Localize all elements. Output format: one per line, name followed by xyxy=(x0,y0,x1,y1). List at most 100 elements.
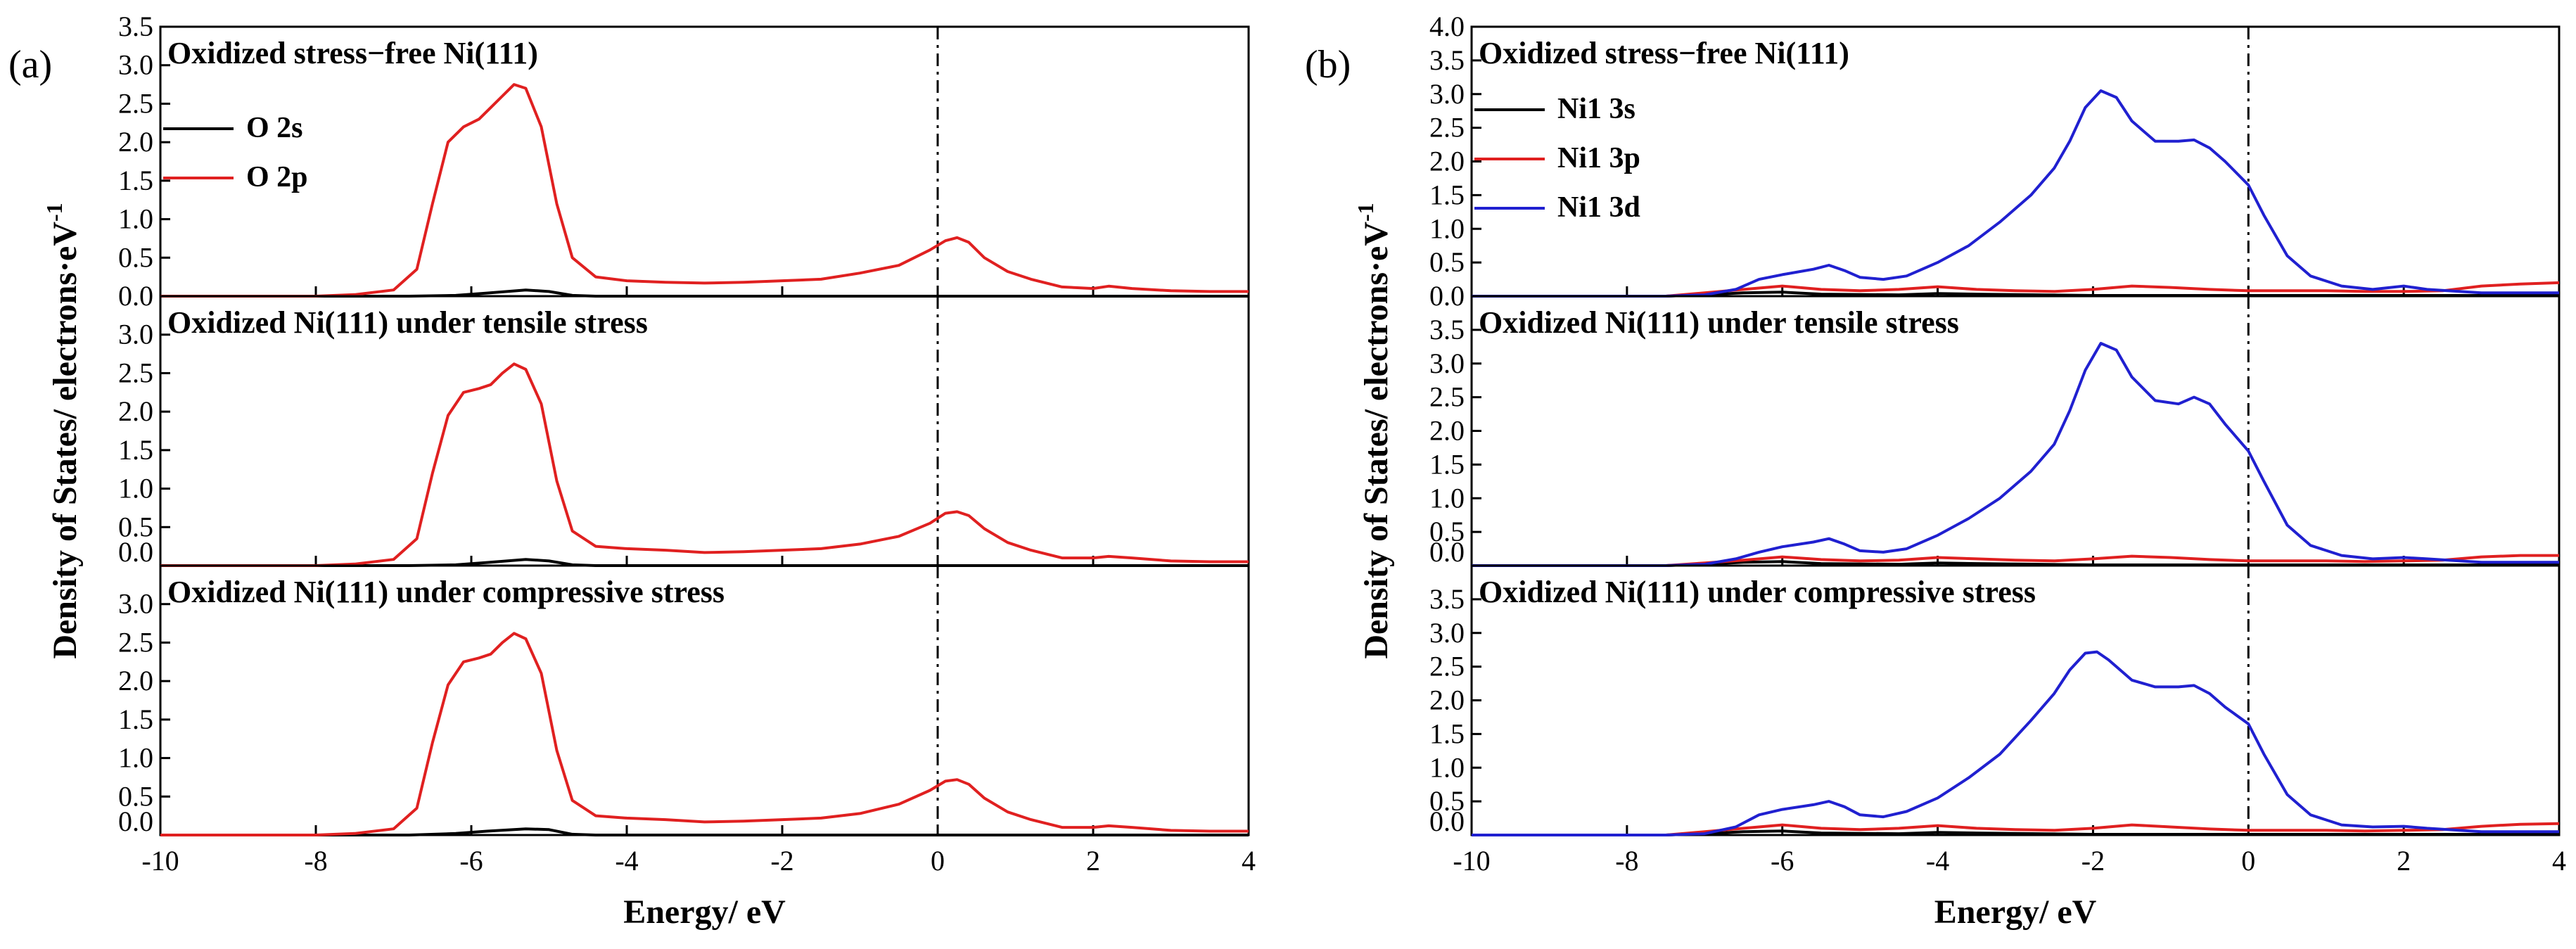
panel-label: (a) xyxy=(8,43,52,87)
y-tick-label: 3.0 xyxy=(118,588,153,620)
x-tick-label: -10 xyxy=(1453,845,1490,877)
y-axis-label-superscript: -1 xyxy=(42,203,67,222)
y-tick-label: 1.5 xyxy=(1429,448,1465,480)
x-tick-label: 0 xyxy=(931,845,945,877)
x-tick-label: 2 xyxy=(1086,845,1100,877)
series-line-o-2p xyxy=(160,83,1249,298)
y-tick-label: 1.0 xyxy=(118,473,153,504)
y-tick-label: 2.5 xyxy=(1429,651,1465,682)
x-tick-label: 2 xyxy=(2397,845,2411,877)
y-tick-label: 0.0 xyxy=(118,805,153,837)
series-line-o-2p xyxy=(160,632,1249,836)
series-line-ni1-3p xyxy=(1472,281,2560,298)
x-tick-label: 4 xyxy=(2552,845,2566,877)
subplot-title: Oxidized Ni(111) under tensile stress xyxy=(1479,305,1959,340)
x-tick-label: -8 xyxy=(1615,845,1638,877)
y-tick-label: 2.0 xyxy=(118,126,153,158)
y-tick-label: 2.5 xyxy=(1429,112,1465,144)
y-tick-label: 2.0 xyxy=(1429,684,1465,716)
legend-label: Ni1 3d xyxy=(1557,191,1640,224)
series-line-ni1-3d xyxy=(1472,89,2559,298)
subplot-0: 0.0 0.5 1.0 1.5 2.0 2.5 3.0 3.5 Oxidized stress−… xyxy=(118,11,1250,312)
subplot-title: Oxidized stress−free Ni(111) xyxy=(167,36,538,70)
y-tick-label: 3.0 xyxy=(1429,348,1465,379)
x-tick-label: -6 xyxy=(459,845,483,877)
y-tick-label: 3.0 xyxy=(1429,617,1465,649)
x-tick-label: 0 xyxy=(2241,845,2255,877)
y-tick-label: 0.5 xyxy=(1429,246,1465,278)
y-tick-label: 3.0 xyxy=(118,319,153,350)
subplot-title: Oxidized Ni(111) under compressive stres… xyxy=(1479,575,2036,609)
y-tick-label: 3.5 xyxy=(1429,44,1465,76)
x-tick-label: -10 xyxy=(141,845,179,877)
x-tick-label: 4 xyxy=(1242,845,1256,877)
y-tick-label: 2.5 xyxy=(118,87,153,119)
y-tick-label: 1.0 xyxy=(118,742,153,774)
y-tick-label: 3.5 xyxy=(1429,583,1465,615)
legend-label: O 2p xyxy=(246,161,308,193)
subplot-title: Oxidized Ni(111) under tensile stress xyxy=(167,305,648,340)
subplot-title: Oxidized Ni(111) under compressive stres… xyxy=(167,575,725,609)
legend-label: Ni1 3s xyxy=(1557,93,1635,125)
x-axis-label: Energy/ eV xyxy=(1934,893,2097,931)
y-tick-label: 2.5 xyxy=(118,626,153,658)
y-axis-label-text: Density of States/ electrons·eV xyxy=(46,222,84,659)
x-tick-label: -6 xyxy=(1771,845,1794,877)
x-tick-label: -8 xyxy=(304,845,327,877)
y-tick-label: 0.0 xyxy=(1429,805,1465,837)
y-axis-label: Density of States/ electrons·eV-1 xyxy=(1353,203,1395,658)
series-line-o-2s xyxy=(160,827,1249,836)
y-tick-label: 3.5 xyxy=(118,11,153,42)
y-tick-label: 1.0 xyxy=(1429,482,1465,514)
series-line-ni1-3d xyxy=(1472,650,2559,836)
y-tick-label: 2.5 xyxy=(118,357,153,388)
y-tick-label: 1.5 xyxy=(118,434,153,466)
panel-label: (b) xyxy=(1305,43,1351,87)
y-tick-label: 0.5 xyxy=(1429,516,1465,547)
x-tick-label: -2 xyxy=(770,845,793,877)
y-tick-label: 1.5 xyxy=(118,703,153,735)
y-tick-label: 2.5 xyxy=(1429,381,1465,413)
y-tick-label: 1.0 xyxy=(1429,751,1465,783)
y-tick-label: 3.0 xyxy=(118,49,153,81)
subplot-2: 0.00.5 1.0 1.5 2.0 2.5 3.0 Oxidized Ni(111) un… xyxy=(118,564,1250,837)
x-axis-label: Energy/ eV xyxy=(623,893,786,931)
series-line-ni1-3p xyxy=(1472,554,2559,567)
y-tick-label: 1.0 xyxy=(118,203,153,235)
y-tick-label: 1.5 xyxy=(1429,179,1465,210)
subplot-1: 0.00.51.01.52.02.53.03.5 Oxidized Ni(111)… xyxy=(1429,295,2561,568)
y-tick-label: 3.0 xyxy=(1429,78,1465,110)
y-axis-label: Density of States/ electrons·eV-1 xyxy=(42,203,84,658)
subplot-2: 0.00.51.01.52.02.53.03.5 Oxidized Ni(111)… xyxy=(1429,564,2561,837)
y-tick-label: 0.0 xyxy=(1429,536,1465,568)
legend-label: O 2s xyxy=(246,112,303,144)
y-tick-label: 3.5 xyxy=(1429,314,1465,345)
y-tick-label: 2.0 xyxy=(118,665,153,696)
y-tick-label: 0.5 xyxy=(118,780,153,812)
y-tick-label: 2.0 xyxy=(1429,146,1465,177)
series-line-o-2p xyxy=(160,362,1249,567)
subplot-1: 0.00.5 1.0 1.5 2.0 2.5 3.0 Oxidized Ni(111) un… xyxy=(118,295,1250,568)
y-tick-label: 1.0 xyxy=(1429,212,1465,244)
y-tick-label: 2.0 xyxy=(1429,415,1465,447)
y-tick-label: 0.5 xyxy=(1429,785,1465,817)
y-tick-label: 2.0 xyxy=(118,395,153,427)
series-line-ni1-3p xyxy=(1472,822,2560,836)
y-tick-label: 1.5 xyxy=(1429,718,1465,749)
y-tick-label: 0.0 xyxy=(118,280,153,312)
y-tick-label: 0.0 xyxy=(118,536,153,568)
y-tick-label: 0.5 xyxy=(118,241,153,273)
y-tick-label: 4.0 xyxy=(1429,11,1465,42)
y-tick-label: 0.0 xyxy=(1429,280,1465,312)
legend-label: Ni1 3p xyxy=(1557,142,1640,174)
x-tick-label: -4 xyxy=(1926,845,1949,877)
subplot-title: Oxidized stress−free Ni(111) xyxy=(1479,36,1849,70)
y-axis-label-text: Density of States/ electrons·eV xyxy=(1358,222,1395,659)
series-line-ni1-3d xyxy=(1472,342,2559,567)
y-axis-label-superscript: -1 xyxy=(1353,203,1378,222)
y-tick-label: 0.5 xyxy=(118,511,153,542)
x-tick-label: -4 xyxy=(615,845,638,877)
